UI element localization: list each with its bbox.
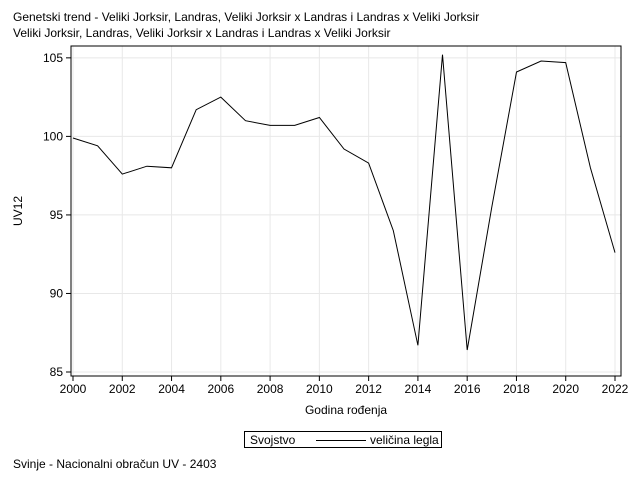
- chart-title: Genetski trend - Veliki Jorksir, Landras…: [13, 10, 480, 24]
- x-tick-label: 2014: [405, 382, 432, 396]
- y-tick-label: 95: [50, 208, 64, 222]
- legend-series-label: veličina legla: [370, 433, 439, 447]
- y-tick-label: 105: [43, 51, 63, 65]
- x-tick-label: 2018: [503, 382, 530, 396]
- legend: Svojstvo veličina legla: [244, 431, 442, 448]
- x-tick-label: 2010: [306, 382, 333, 396]
- x-tick-label: 2008: [257, 382, 284, 396]
- x-tick-label: 2004: [158, 382, 185, 396]
- x-tick-label: 2022: [602, 382, 629, 396]
- y-tick-label: 90: [50, 286, 64, 300]
- legend-title: Svojstvo: [250, 433, 296, 447]
- y-tick-label: 100: [43, 129, 63, 143]
- x-tick-label: 2016: [454, 382, 481, 396]
- x-tick-label: 2012: [355, 382, 382, 396]
- plot-frame: [70, 45, 622, 377]
- series-line: [72, 54, 616, 351]
- y-axis-label: UV12: [11, 196, 25, 226]
- x-tick-label: 2000: [60, 382, 87, 396]
- x-tick-label: 2020: [552, 382, 579, 396]
- footnote: Svinje - Nacionalni obračun UV - 2403: [13, 457, 217, 471]
- y-tick-label: 85: [50, 365, 64, 379]
- x-tick-label: 2002: [109, 382, 136, 396]
- legend-line-swatch: [316, 440, 366, 441]
- chart-subtitle: Veliki Jorksir, Landras, Veliki Jorksir …: [13, 26, 391, 40]
- x-tick-label: 2006: [207, 382, 234, 396]
- x-axis-label: Godina rođenja: [305, 403, 387, 417]
